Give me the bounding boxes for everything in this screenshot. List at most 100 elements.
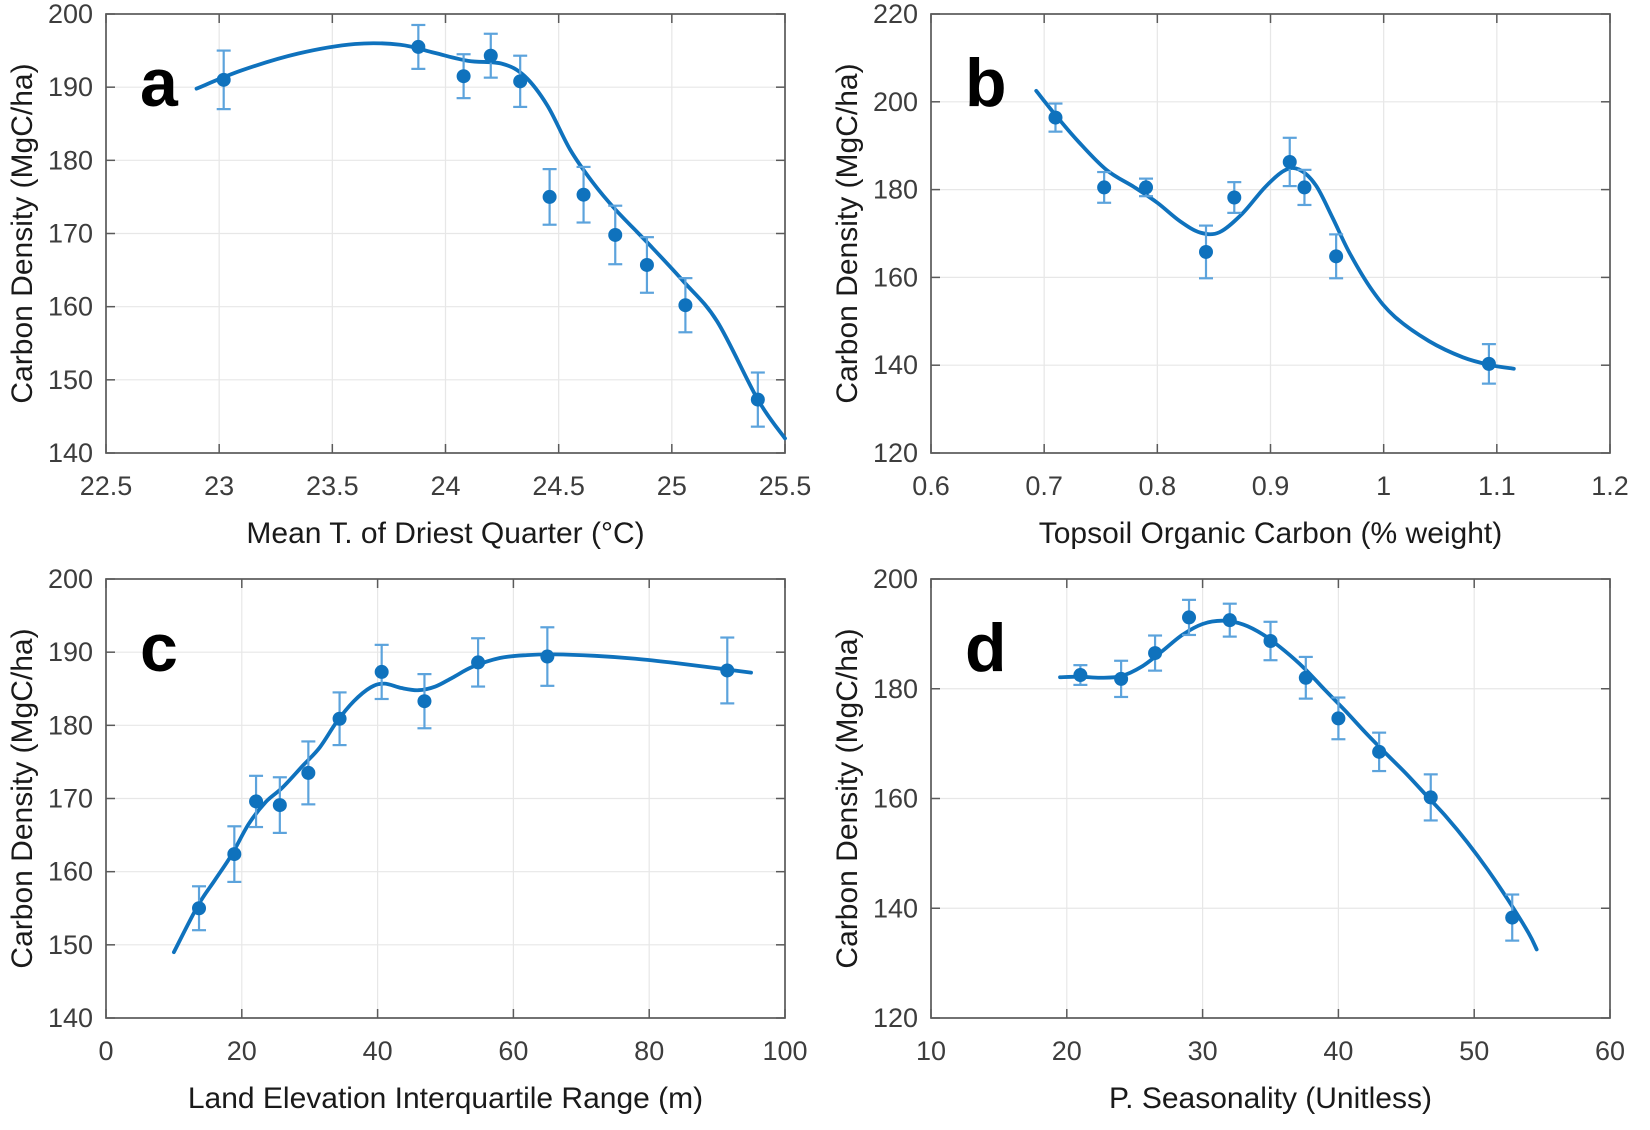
data-point-marker xyxy=(1297,180,1312,195)
data-point-marker xyxy=(417,694,432,709)
data-point-marker xyxy=(1097,180,1112,195)
x-tick-label: 50 xyxy=(1459,1036,1489,1066)
chart-panel-c-svg: 0 20 40 60 80 100 140 150 160 170 180 190 200 Land El… xyxy=(6,565,808,1115)
y-tick-label: 200 xyxy=(48,565,93,594)
x-tick-label: 24 xyxy=(430,471,460,501)
panel-letter-a: a xyxy=(140,45,179,121)
data-point-marker xyxy=(513,74,528,89)
data-point-marker xyxy=(411,39,426,54)
y-tick-label: 190 xyxy=(48,637,93,667)
x-axis-label: Land Elevation Interquartile Range (m) xyxy=(188,1082,703,1115)
data-point-marker xyxy=(750,392,765,407)
x-axis-label: P. Seasonality (Unitless) xyxy=(1109,1082,1432,1115)
data-point-marker xyxy=(301,765,316,780)
data-point-marker xyxy=(471,655,486,670)
x-tick-label: 80 xyxy=(634,1036,664,1066)
y-tick-label: 160 xyxy=(873,784,918,814)
x-tick-label: 0.9 xyxy=(1252,471,1290,501)
y-tick-label: 180 xyxy=(873,674,918,704)
x-tick-label: 100 xyxy=(762,1036,807,1066)
y-tick-label: 200 xyxy=(873,565,918,594)
x-tick-label: 40 xyxy=(363,1036,393,1066)
grid-lines xyxy=(106,579,785,1018)
y-tick-label: 140 xyxy=(48,438,93,468)
y-tick-label: 120 xyxy=(873,1003,918,1033)
data-points xyxy=(216,39,765,407)
x-tick-label: 10 xyxy=(916,1036,946,1066)
trend-curve xyxy=(172,652,753,955)
chart-panel-a-svg: 22.5 23 23.5 24 24.5 25 25.5 140 150 160 170 180 190… xyxy=(6,0,811,550)
x-tick-label: 1.1 xyxy=(1478,471,1516,501)
x-tick-label: 30 xyxy=(1188,1036,1218,1066)
data-point-marker xyxy=(216,72,231,87)
x-tick-label: 23 xyxy=(204,471,234,501)
data-point-marker xyxy=(1423,790,1438,805)
data-point-marker xyxy=(332,711,347,726)
y-tick-label: 140 xyxy=(48,1003,93,1033)
y-tick-label: 150 xyxy=(48,365,93,395)
x-tick-label: 60 xyxy=(498,1036,528,1066)
y-tick-label: 200 xyxy=(48,0,93,29)
y-axis-label: Carbon Density (MgC/ha) xyxy=(6,628,39,968)
chart-panel-d-svg: 10 20 30 40 50 60 120 140 160 180 200 P. Seasonalit… xyxy=(831,565,1625,1115)
chart-panel-b-svg: 0.6 0.7 0.8 0.9 1 1.1 1.2 120 140 160 180 200 220 Top… xyxy=(831,0,1629,550)
grid-lines xyxy=(931,14,1610,453)
trend-curve xyxy=(194,41,787,441)
x-tick-label: 25 xyxy=(657,471,687,501)
x-tick-label: 24.5 xyxy=(532,471,585,501)
data-point-marker xyxy=(1372,744,1387,759)
x-tick-label: 40 xyxy=(1323,1036,1353,1066)
trend-curve xyxy=(1034,88,1516,371)
data-point-marker xyxy=(1227,190,1242,205)
x-tick-label: 0.6 xyxy=(912,471,950,501)
panel-letter-c: c xyxy=(140,610,178,686)
y-tick-label: 180 xyxy=(873,175,918,205)
data-point-marker xyxy=(1505,910,1520,925)
data-point-marker xyxy=(1114,671,1129,686)
x-axis-label: Mean T. of Driest Quarter (°C) xyxy=(246,517,644,550)
x-tick-label: 0.7 xyxy=(1025,471,1063,501)
data-point-marker xyxy=(1282,154,1297,169)
data-points xyxy=(1048,110,1496,371)
data-point-marker xyxy=(678,298,693,313)
x-tick-label: 20 xyxy=(1052,1036,1082,1066)
panel-a: 22.5 23 23.5 24 24.5 25 25.5 140 150 160 170 180 190… xyxy=(0,0,825,565)
panel-d: 10 20 30 40 50 60 120 140 160 180 200 P. Seasonalit… xyxy=(825,565,1650,1130)
data-point-marker xyxy=(192,901,207,916)
data-point-marker xyxy=(1481,356,1496,371)
tick-marks xyxy=(105,13,786,454)
tick-marks xyxy=(105,578,786,1019)
y-tick-label: 150 xyxy=(48,930,93,960)
panel-letter-b: b xyxy=(965,45,1007,121)
data-point-marker xyxy=(227,847,242,862)
y-tick-label: 180 xyxy=(48,145,93,175)
y-tick-label: 140 xyxy=(873,893,918,923)
x-tick-label: 23.5 xyxy=(306,471,359,501)
data-point-marker xyxy=(1331,711,1346,726)
data-point-marker xyxy=(1263,634,1278,649)
data-point-marker xyxy=(1198,244,1213,259)
x-tick-label: 1.2 xyxy=(1591,471,1629,501)
grid-lines xyxy=(931,579,1610,1018)
panel-c: 0 20 40 60 80 100 140 150 160 170 180 190 200 Land El… xyxy=(0,565,825,1130)
data-point-marker xyxy=(1329,249,1344,264)
data-point-marker xyxy=(272,798,287,813)
data-point-marker xyxy=(542,189,557,204)
data-point-marker xyxy=(639,257,654,272)
data-point-marker xyxy=(1222,613,1237,628)
x-tick-label: 0.8 xyxy=(1139,471,1177,501)
y-tick-label: 200 xyxy=(873,87,918,117)
panel-letter-d: d xyxy=(965,610,1007,686)
x-tick-label: 60 xyxy=(1595,1036,1625,1066)
data-point-marker xyxy=(1073,668,1088,683)
y-axis-label: Carbon Density (MgC/ha) xyxy=(831,63,864,403)
data-point-marker xyxy=(540,649,555,664)
tick-marks xyxy=(930,578,1611,1019)
x-tick-label: 1 xyxy=(1376,471,1391,501)
x-tick-label: 22.5 xyxy=(80,471,133,501)
data-point-marker xyxy=(483,48,498,63)
x-tick-label: 0 xyxy=(98,1036,113,1066)
x-tick-label: 20 xyxy=(227,1036,257,1066)
y-axis-label: Carbon Density (MgC/ha) xyxy=(6,63,39,403)
y-tick-label: 220 xyxy=(873,0,918,29)
